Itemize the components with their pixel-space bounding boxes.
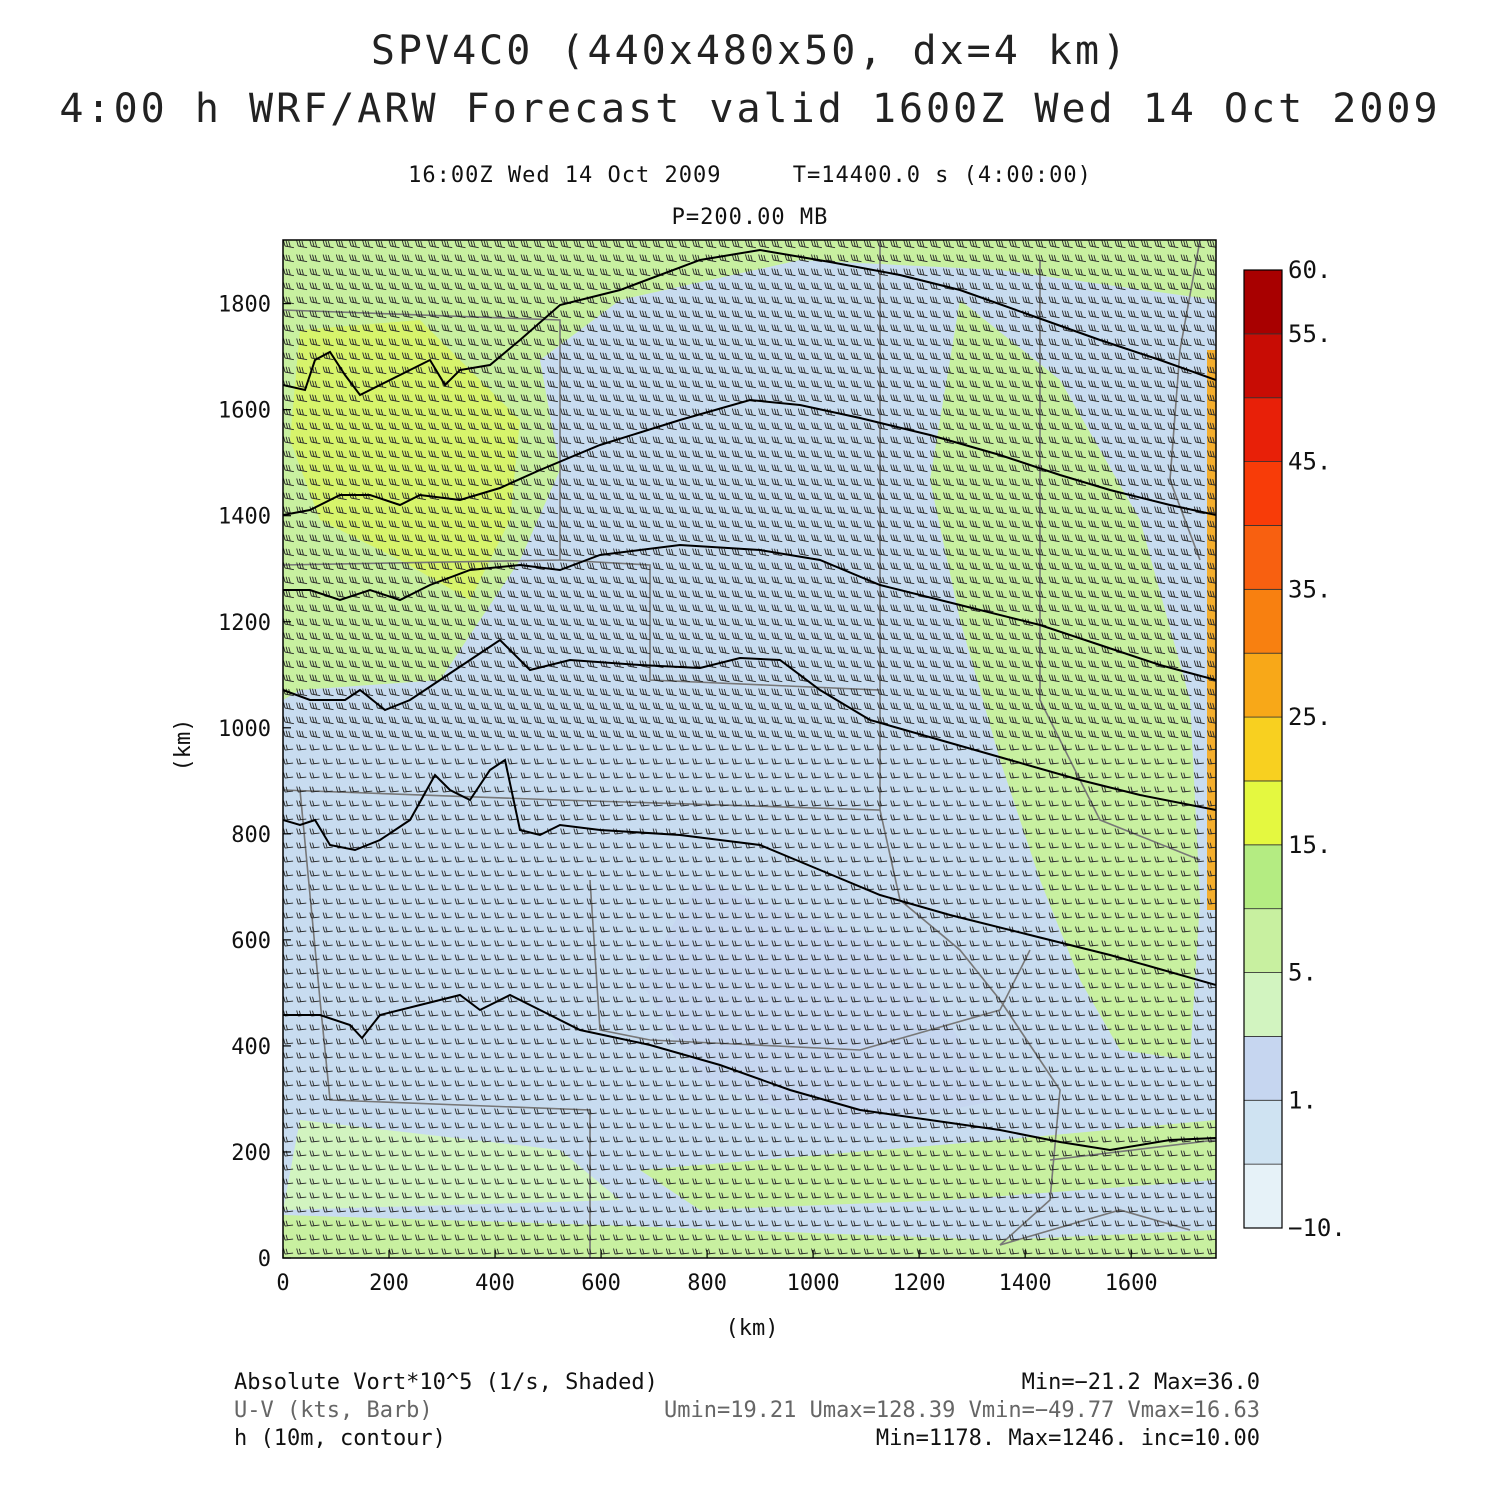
- vorticity-shade-north-core: [290, 320, 520, 600]
- vorticity-shade-south-edge: [283, 1215, 1216, 1258]
- barb-field-stats: Umin=19.21 Umax=128.39 Vmin=−49.77 Vmax=…: [663, 1398, 1260, 1423]
- x-tick-label: 0: [276, 1271, 289, 1296]
- x-axis: 0 200 400 600 800 1000 1200 1400 1600: [276, 1250, 1158, 1296]
- y-tick-label: 200: [231, 1141, 271, 1166]
- y-tick-label: 0: [258, 1247, 271, 1272]
- colorbar-segment: [1243, 716, 1283, 782]
- vorticity-shade-low-east: [640, 880, 1000, 1130]
- colorbar-segment: [1243, 333, 1283, 399]
- y-axis-label: (km): [171, 719, 196, 772]
- height-contours: [283, 248, 1216, 1152]
- colorbar-segment: [1243, 972, 1283, 1037]
- y-tick-label: 1800: [218, 293, 271, 318]
- vorticity-shade-south-band: [640, 1120, 1216, 1210]
- vorticity-shade-east-edge: [1207, 350, 1216, 910]
- x-tick-label: 800: [687, 1271, 727, 1296]
- shaded-field-stats: Min=−21.2 Max=36.0: [1021, 1370, 1260, 1395]
- colorbar-segment: [1243, 844, 1283, 910]
- chart-title-line-1: SPV4C0 (440x480x50, dx=4 km): [370, 28, 1130, 74]
- map-frame: [282, 239, 1217, 1259]
- wind-barbs: [283, 240, 1216, 1255]
- x-tick-label: 600: [581, 1271, 621, 1296]
- vorticity-shade-north: [283, 240, 1216, 700]
- y-tick-label: 400: [231, 1035, 271, 1060]
- colorbar-segment: [1243, 1099, 1283, 1165]
- colorbar-label: 55.: [1288, 320, 1331, 348]
- valid-time-subtitle: 16:00Z Wed 14 Oct 2009 T=14400.0 s (4:00…: [408, 163, 1092, 188]
- colorbar-label: 25.: [1288, 703, 1331, 731]
- colorbar-label: 35.: [1288, 575, 1331, 603]
- colorbar-segment: [1243, 780, 1283, 846]
- colorbar-segment: [1243, 652, 1283, 718]
- colorbar-segment: [1243, 1036, 1283, 1101]
- y-tick-label: 800: [231, 823, 271, 848]
- contour-field-stats: Min=1178. Max=1246. inc=10.00: [875, 1426, 1260, 1451]
- colorbar-segment: [1243, 397, 1283, 463]
- colorbar-label: 15.: [1288, 831, 1331, 859]
- colorbar-segment: [1243, 588, 1283, 654]
- x-tick-label: 1200: [893, 1271, 946, 1296]
- y-axis: 0 200 400 600 800 1000 1200 1400 1600 1800: [218, 293, 291, 1272]
- colorbar-segment: [1243, 1163, 1283, 1229]
- colorbar: 60. 55. 45. 35. 25. 15. 5. 1. −10.: [1243, 256, 1346, 1242]
- chart-title-line-2: 4:00 h WRF/ARW Forecast valid 1600Z Wed …: [59, 86, 1441, 132]
- colorbar-label: 5.: [1288, 959, 1317, 987]
- y-tick-label: 1000: [218, 717, 271, 742]
- pressure-level-subtitle: P=200.00 MB: [671, 205, 829, 230]
- colorbar-segment: [1243, 461, 1283, 526]
- shaded-field-label: Absolute Vort*10^5 (1/s, Shaded): [234, 1370, 658, 1395]
- y-tick-label: 600: [231, 929, 271, 954]
- barb-field-label: U-V (kts, Barb): [234, 1398, 433, 1423]
- wind-barb-field: [283, 240, 1216, 1255]
- colorbar-label: 45.: [1288, 448, 1331, 476]
- map-area: [283, 240, 1216, 1258]
- x-tick-label: 1600: [1105, 1271, 1158, 1296]
- y-tick-label: 1600: [218, 399, 271, 424]
- x-tick-label: 400: [475, 1271, 515, 1296]
- x-tick-label: 200: [369, 1271, 409, 1296]
- colorbar-label: 1.: [1288, 1086, 1317, 1114]
- contour-field-label: h (10m, contour): [234, 1426, 446, 1451]
- vorticity-shade-southwest: [283, 1120, 620, 1210]
- y-tick-label: 1400: [218, 505, 271, 530]
- x-axis-label: (km): [726, 1316, 779, 1341]
- colorbar-label: 60.: [1288, 256, 1331, 284]
- x-tick-label: 1400: [999, 1271, 1052, 1296]
- y-tick-label: 1200: [218, 611, 271, 636]
- colorbar-frame: [1243, 269, 1283, 1229]
- colorbar-segment: [1243, 525, 1283, 590]
- colorbar-segment: [1243, 908, 1283, 973]
- colorbar-label: −10.: [1288, 1214, 1346, 1242]
- x-tick-label: 1000: [787, 1271, 840, 1296]
- colorbar-segment: [1243, 269, 1283, 335]
